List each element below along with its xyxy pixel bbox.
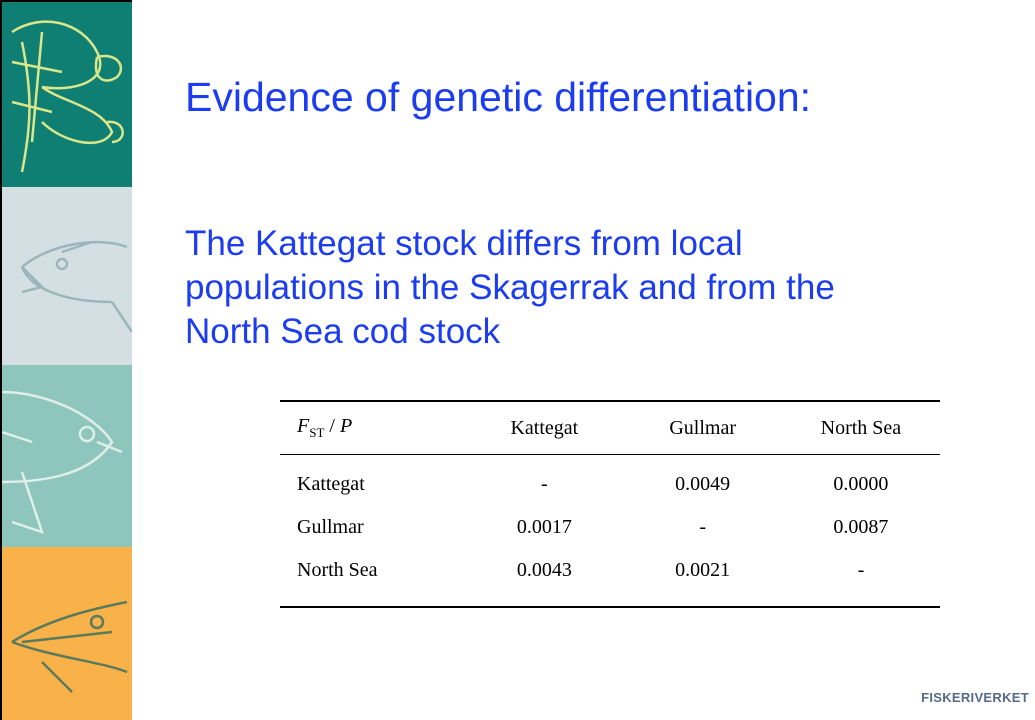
slide-title: Evidence of genetic differentiation: <box>185 74 812 120</box>
table-cell: 0.0043 <box>516 559 572 581</box>
header-cell: Kattegat <box>510 416 579 439</box>
table-cell: - <box>699 516 707 538</box>
table-cell: - <box>857 559 865 581</box>
table-cell: 0.0017 <box>516 516 572 538</box>
header-sep: / <box>324 415 340 437</box>
table-cell: 0.0087 <box>833 516 889 538</box>
table-cell: 0.0021 <box>675 559 731 581</box>
subtitle-line: North Sea cod stock <box>185 312 501 351</box>
table-row: North Sea 0.0043 0.0021 - <box>280 549 940 607</box>
subtitle-line: populations in the Skagerrak and from th… <box>185 268 835 307</box>
sidebar-art <box>2 2 132 720</box>
row-label: Gullmar <box>297 516 364 538</box>
header-p: P <box>339 415 353 437</box>
fst-table: FST / P Kattegat Gullmar North Sea Katte… <box>280 400 940 608</box>
header-sub: ST <box>309 425 325 440</box>
row-label: Kattegat <box>297 473 365 495</box>
table-body: Kattegat - 0.0049 0.0000 Gullmar 0.0017 - 0.008… <box>280 455 940 607</box>
header-f: F <box>297 415 310 437</box>
table-header: FST / P Kattegat Gullmar North Sea <box>280 401 940 455</box>
row-label: North Sea <box>297 559 378 581</box>
table-row: Kattegat - 0.0049 0.0000 <box>280 455 940 507</box>
footer-logo: FISKERIVERKET <box>921 690 1029 705</box>
table-cell: 0.0049 <box>675 473 731 495</box>
header-cell: North Sea <box>820 416 902 439</box>
header-cell: Gullmar <box>669 416 736 439</box>
table-cell: 0.0000 <box>833 473 889 495</box>
header-row: FST / P Kattegat Gullmar North Sea <box>280 401 940 455</box>
header-cell: FST / P <box>280 401 465 455</box>
table-cell: - <box>541 473 548 495</box>
subtitle-line: The Kattegat stock differs from local <box>185 224 743 263</box>
sidebar <box>0 0 132 720</box>
table-row: Gullmar 0.0017 - 0.0087 <box>280 506 940 549</box>
